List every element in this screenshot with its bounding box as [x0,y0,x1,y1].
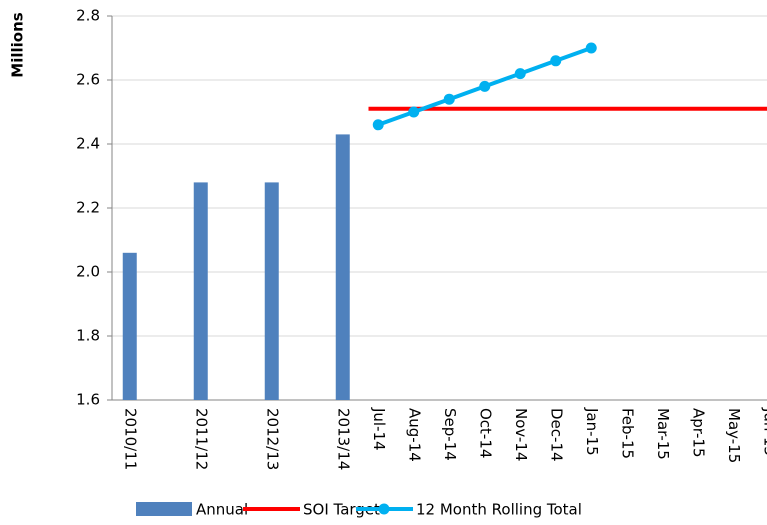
x-tick-label: 2010/11 [121,408,139,470]
x-tick-label: Aug-14 [405,408,423,462]
x-tick-label: Dec-14 [547,408,565,462]
y-tick-label: 1.6 [76,391,100,409]
x-tick-label: Feb-15 [618,408,636,459]
y-axis-label: Millions [9,12,27,77]
y-tick-label: 2.0 [76,263,100,281]
marker [372,119,384,131]
marker [479,80,491,92]
x-tick-label: Nov-14 [512,408,530,461]
marker [514,68,526,80]
y-tick-label: 2.2 [76,199,100,217]
x-tick-label: Jun-15 [760,407,767,456]
y-tick-label: 2.4 [76,135,100,153]
bar [264,182,279,400]
bar [193,182,208,400]
bar [335,134,350,400]
marker [550,55,562,67]
legend-label: Annual [196,501,248,519]
x-tick-label: Apr-15 [689,408,707,458]
x-tick-label: Mar-15 [654,408,672,460]
legend-label: SOI Target [303,501,380,519]
x-tick-label: 2011/12 [192,408,210,470]
marker [585,42,597,54]
x-tick-label: Oct-14 [476,408,494,458]
legend-marker [378,503,390,515]
marker [443,93,455,105]
bar [122,252,137,400]
x-tick-label: Jul-14 [370,407,388,451]
y-tick-label: 1.8 [76,327,100,345]
y-tick-label: 2.6 [76,71,100,89]
x-tick-label: 2013/14 [334,408,352,470]
legend-swatch [136,502,192,516]
x-tick-label: 2012/13 [263,408,281,470]
marker [408,106,420,118]
x-tick-label: Jan-15 [583,407,601,456]
x-tick-label: May-15 [725,408,743,463]
y-tick-label: 2.8 [76,7,100,25]
x-tick-label: Sep-14 [441,408,459,461]
legend-label: 12 Month Rolling Total [416,501,582,519]
